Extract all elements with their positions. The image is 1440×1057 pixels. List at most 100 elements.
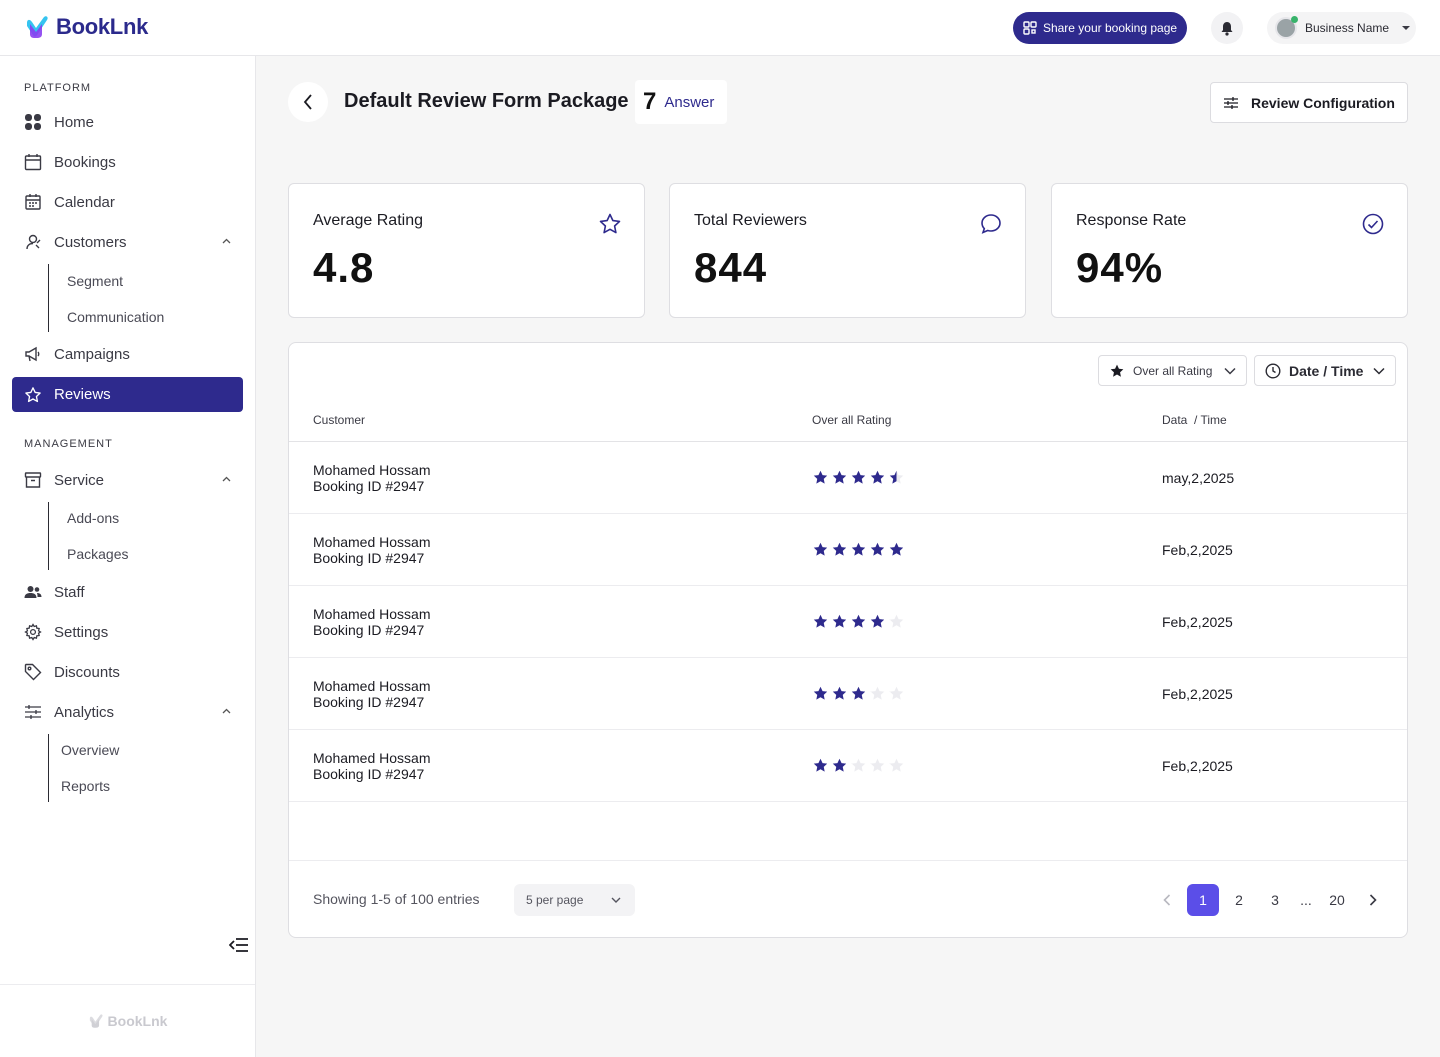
stat-label: Average Rating — [313, 212, 423, 229]
review-configuration-button[interactable]: Review Configuration — [1210, 82, 1408, 123]
table-header-divider — [289, 441, 1407, 442]
overall-rating-filter[interactable]: Over all Rating — [1098, 355, 1247, 386]
chevron-up-icon[interactable] — [222, 474, 231, 485]
sidebar-subitem-communication[interactable]: Communication — [67, 309, 165, 325]
sidebar-item-staff[interactable]: Staff — [12, 574, 243, 610]
customers-icon — [24, 233, 42, 251]
sidebar-item-discounts[interactable]: Discounts — [12, 654, 243, 690]
sidebar-item-label: Home — [54, 113, 95, 131]
chevron-left-icon — [303, 94, 312, 110]
chevron-down-icon — [611, 897, 621, 903]
table-footer-divider — [289, 860, 1407, 861]
page-button-3[interactable]: 3 — [1271, 892, 1279, 908]
archive-box-icon — [24, 471, 42, 489]
chevron-left-icon — [1163, 894, 1171, 906]
star-icon — [889, 542, 904, 556]
brand-name: BookLnk — [56, 14, 149, 39]
review-date: Feb,2,2025 — [1162, 542, 1233, 558]
star-rating — [812, 685, 905, 702]
sidebar-item-calendar[interactable]: Calendar — [12, 184, 243, 220]
customer-name: Mohamed Hossam — [313, 534, 431, 550]
sidebar-item-service[interactable]: Service — [12, 462, 243, 498]
sidebar-subitem-reports[interactable]: Reports — [61, 778, 111, 794]
star-icon — [813, 542, 828, 556]
customer-name: Mohamed Hossam — [313, 462, 431, 478]
star-rating — [812, 541, 905, 558]
table-row[interactable]: Mohamed Hossam Booking ID #2947 may,2,202… — [289, 442, 1407, 514]
customer-cell: Mohamed Hossam Booking ID #2947 — [313, 534, 431, 566]
prev-page-button[interactable] — [1155, 884, 1179, 916]
stat-card-response-rate: Response Rate 94% — [1051, 183, 1408, 318]
gear-icon — [24, 623, 42, 641]
sliders-icon — [1224, 96, 1238, 109]
sidebar-subitem-segment[interactable]: Segment — [67, 273, 124, 289]
star-icon — [832, 758, 847, 772]
chat-bubble-icon — [979, 212, 1003, 241]
customer-cell: Mohamed Hossam Booking ID #2947 — [313, 462, 431, 494]
footer-brand-name: BookLnk — [107, 1013, 168, 1029]
table-row[interactable]: Mohamed Hossam Booking ID #2947 Feb,2,202… — [289, 730, 1407, 802]
per-page-select[interactable]: 5 per page — [514, 884, 635, 916]
chevron-right-icon — [1369, 894, 1377, 906]
sidebar-item-reviews[interactable]: Reviews — [12, 377, 243, 412]
review-date: Feb,2,2025 — [1162, 758, 1233, 774]
star-filled-icon — [1110, 364, 1124, 377]
review-date: Feb,2,2025 — [1162, 614, 1233, 630]
stat-value: 844 — [694, 244, 768, 291]
page-button-2[interactable]: 2 — [1235, 892, 1243, 908]
column-header-rating[interactable]: Over all Rating — [812, 413, 892, 427]
date-time-filter-label: Date / Time — [1289, 362, 1364, 379]
clock-icon — [1265, 362, 1281, 379]
people-icon — [24, 583, 42, 601]
brand-logo[interactable]: BookLnk — [24, 14, 148, 40]
check-circle-icon — [1361, 212, 1385, 241]
page-title: Default Review Form Package — [344, 90, 629, 112]
share-booking-page-button[interactable]: Share your booking page — [1013, 12, 1187, 44]
qr-code-icon — [1023, 21, 1037, 35]
table-row[interactable]: Mohamed Hossam Booking ID #2947 Feb,2,202… — [289, 586, 1407, 658]
sidebar-item-settings[interactable]: Settings — [12, 614, 243, 650]
next-page-button[interactable] — [1361, 884, 1385, 916]
stat-card-average-rating: Average Rating 4.8 — [288, 183, 645, 318]
sidebar-item-home[interactable]: Home — [12, 104, 243, 140]
sidebar-item-customers[interactable]: Customers — [12, 224, 243, 260]
customer-name: Mohamed Hossam — [313, 678, 431, 694]
column-header-customer[interactable]: Customer — [313, 413, 366, 427]
sidebar-item-bookings[interactable]: Bookings — [12, 144, 243, 180]
sidebar-item-campaigns[interactable]: Campaigns — [12, 336, 243, 372]
sidebar-item-label: Staff — [54, 583, 85, 601]
booking-id: Booking ID #2947 — [313, 478, 425, 494]
star-icon — [870, 470, 885, 484]
chevron-up-icon[interactable] — [222, 706, 231, 717]
sliders-icon — [24, 703, 42, 721]
column-header-date[interactable]: Data / Time — [1162, 413, 1227, 427]
chevron-up-icon[interactable] — [222, 236, 231, 247]
star-icon — [851, 542, 866, 556]
date-time-filter[interactable]: Date / Time — [1254, 355, 1396, 386]
page-button-1[interactable]: 1 — [1187, 884, 1219, 916]
star-icon — [851, 470, 866, 484]
sidebar: PLATFORM Home Bookings Calendar Customer… — [0, 56, 256, 1057]
table-row[interactable]: Mohamed Hossam Booking ID #2947 Feb,2,202… — [289, 658, 1407, 730]
customer-name: Mohamed Hossam — [313, 606, 431, 622]
sidebar-item-label: Bookings — [54, 153, 116, 171]
sidebar-item-label: Discounts — [54, 663, 120, 681]
platform-section-label: PLATFORM — [24, 82, 92, 94]
star-icon — [889, 614, 904, 628]
account-menu[interactable]: Business Name — [1267, 12, 1416, 44]
megaphone-icon — [24, 345, 42, 363]
page-button-20[interactable]: 20 — [1329, 892, 1345, 908]
avatar — [1275, 16, 1298, 39]
sidebar-subitem-addons[interactable]: Add-ons — [67, 510, 120, 526]
collapse-sidebar-button[interactable] — [228, 936, 249, 959]
sidebar-subitem-overview[interactable]: Overview — [61, 742, 120, 758]
table-row[interactable]: Mohamed Hossam Booking ID #2947 Feb,2,202… — [289, 514, 1407, 586]
per-page-value: 5 per page — [526, 893, 584, 907]
collapse-menu-icon — [228, 938, 248, 952]
sidebar-item-analytics[interactable]: Analytics — [12, 694, 243, 730]
notifications-button[interactable] — [1211, 12, 1243, 44]
star-icon — [832, 470, 847, 484]
sidebar-subitem-packages[interactable]: Packages — [67, 546, 129, 562]
star-icon — [870, 686, 885, 700]
back-button[interactable] — [288, 82, 328, 122]
